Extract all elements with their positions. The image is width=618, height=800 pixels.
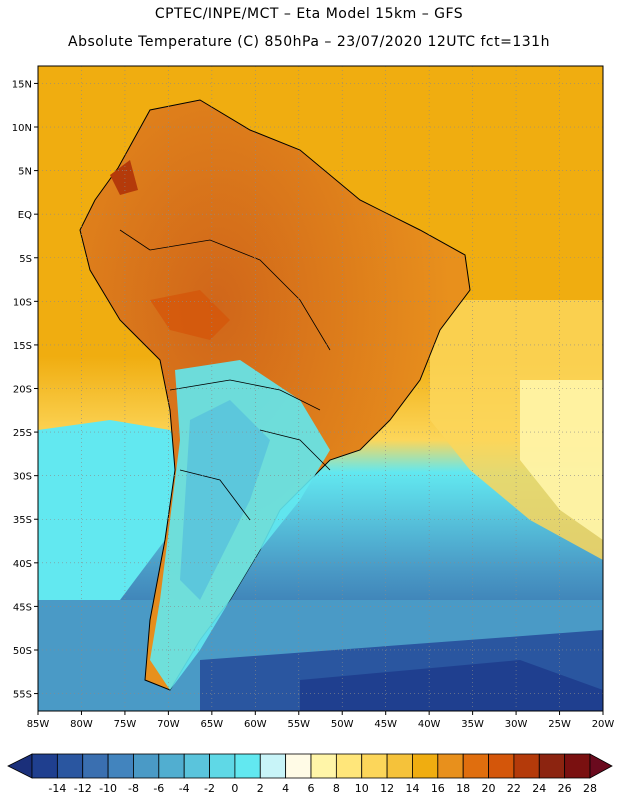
lat-label: 5N	[18, 167, 32, 178]
colorbar-label: 22	[507, 782, 521, 795]
colorbar-swatch	[335, 753, 363, 779]
colorbar-label: 4	[282, 782, 289, 795]
colorbar-low-arrow	[7, 753, 33, 779]
colorbar-swatch	[538, 753, 566, 779]
colorbar-label: 12	[380, 782, 394, 795]
lat-label: 10N	[12, 123, 32, 134]
colorbar-swatch	[285, 753, 312, 779]
colorbar-label: -4	[179, 782, 190, 795]
colorbar-swatch	[564, 753, 591, 779]
colorbar-label: 18	[456, 782, 470, 795]
colorbar-swatch	[31, 753, 58, 779]
colorbar-label: -14	[48, 782, 66, 795]
lat-label: 45S	[13, 602, 32, 613]
lon-label: 70W	[157, 719, 180, 730]
lon-label: 45W	[374, 719, 397, 730]
lat-label: 10S	[13, 297, 32, 308]
map-title: CPTEC/INPE/MCT – Eta Model 15km – GFS	[154, 6, 464, 22]
colorbar-label: -6	[153, 782, 164, 795]
lon-label: 60W	[244, 719, 267, 730]
colorbar-label: 2	[257, 782, 264, 795]
colorbar-label: 6	[308, 782, 315, 795]
colorbar-label: 16	[431, 782, 445, 795]
colorbar-swatch	[56, 753, 84, 779]
map-subtitle: Absolute Temperature (C) 850hPa – 23/07/…	[68, 34, 550, 50]
colorbar-label: -12	[74, 782, 92, 795]
colorbar-swatch	[183, 753, 210, 779]
colorbar-label: 8	[333, 782, 340, 795]
colorbar-label: 28	[583, 782, 597, 795]
colorbar-label: -8	[128, 782, 139, 795]
lon-label: 35W	[461, 719, 484, 730]
lon-label: 25W	[548, 719, 571, 730]
lon-label: 75W	[114, 719, 137, 730]
lat-label: 40S	[13, 559, 32, 570]
colorbar-label: 0	[231, 782, 238, 795]
colorbar-swatch	[107, 753, 134, 779]
lon-label: 85W	[27, 719, 50, 730]
colorbar-swatch	[234, 753, 261, 779]
lat-label: EQ	[18, 210, 32, 221]
lat-label: 15S	[13, 341, 32, 352]
lat-label: 55S	[13, 690, 32, 701]
colorbar-label: 26	[558, 782, 572, 795]
lat-label: 30S	[13, 472, 32, 483]
colorbar-swatch	[361, 753, 388, 779]
colorbar-swatch	[488, 753, 515, 779]
lat-label: 5S	[19, 254, 32, 265]
colorbar-label: 10	[355, 782, 369, 795]
lon-label: 80W	[70, 719, 93, 730]
lat-label: 15N	[12, 79, 32, 90]
colorbar-swatch	[259, 753, 287, 779]
colorbar-label: 14	[405, 782, 419, 795]
lat-label: 35S	[13, 515, 32, 526]
lon-label: 30W	[505, 719, 528, 730]
colorbar-label: 24	[532, 782, 546, 795]
lat-label: 50S	[13, 646, 32, 657]
lon-label: 65W	[201, 719, 224, 730]
colorbar-swatch	[437, 753, 464, 779]
colorbar-swatch	[462, 753, 489, 779]
lat-label: 20S	[13, 385, 32, 396]
lat-label: 25S	[13, 428, 32, 439]
longitude-axis: 85W 80W 75W 70W 65W 60W 55W 50W 45W 40W 35W 30W 25W 2…	[27, 711, 615, 730]
colorbar-swatch	[82, 753, 109, 779]
colorbar-label: -10	[99, 782, 117, 795]
colorbar-swatch	[209, 753, 236, 779]
colorbar-label: -2	[204, 782, 215, 795]
country-borders	[119, 229, 331, 521]
colorbar-label: 20	[482, 782, 496, 795]
colorbar-swatch	[386, 753, 413, 779]
lon-label: 40W	[418, 719, 441, 730]
colorbar-swatch	[513, 753, 540, 779]
colorbar-swatch	[158, 753, 185, 779]
colorbar-high-arrow	[589, 753, 613, 779]
colorbar: -14 -12 -10 -8 -6 -4 -2 0 2 4 6 8 10 12 14 16 18 20 22 24 26…	[7, 753, 613, 795]
lon-label: 20W	[592, 719, 615, 730]
colorbar-swatch	[310, 753, 337, 779]
latitude-axis: 15N 10N 5N EQ 5S 10S 15S 20S 25S 30S 35S 40S 45S 50S 5…	[12, 79, 38, 701]
lon-label: 55W	[287, 719, 310, 730]
lon-label: 50W	[331, 719, 354, 730]
colorbar-swatch	[133, 753, 160, 779]
colorbar-swatch	[412, 753, 439, 779]
